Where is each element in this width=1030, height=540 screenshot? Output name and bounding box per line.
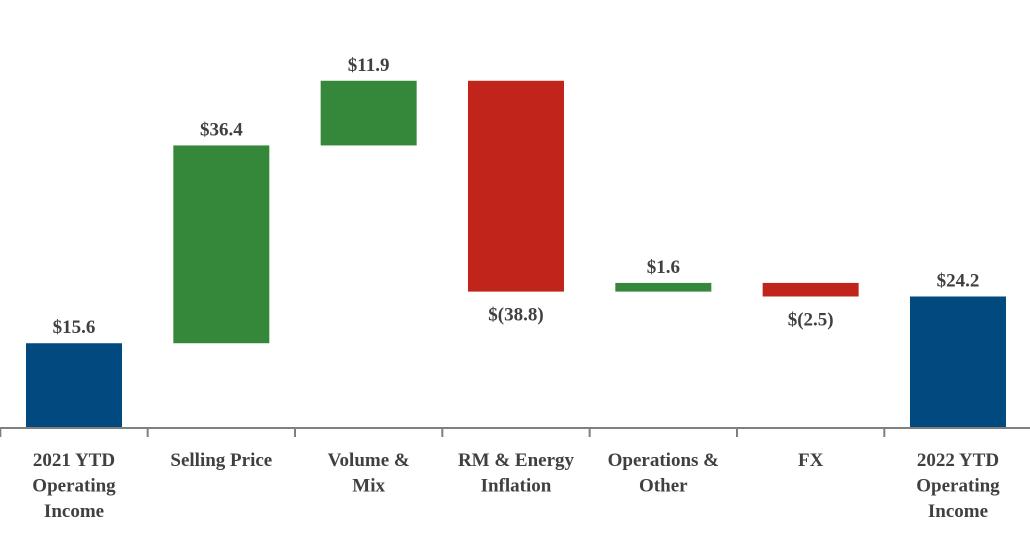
value-label-operations-other: $1.6 — [647, 257, 680, 278]
bar-rm-energy-inflation — [467, 80, 564, 292]
value-labels-group: $15.6 $36.4 $11.9 $(38.8) $1.6 $(2.5) $24.2 — [53, 55, 980, 338]
category-label-fx-line-1: FX — [798, 450, 824, 471]
category-label-rm-energy-inflation-line-1: RM & Energy — [458, 450, 575, 471]
category-label-rm-energy-inflation-line-2: Inflation — [481, 476, 552, 497]
bars-group — [26, 80, 1006, 428]
value-label-rm-energy-inflation: $(38.8) — [488, 305, 543, 326]
bar-selling-price — [173, 145, 270, 344]
category-label-operations-other-line-2: Other — [639, 476, 688, 497]
value-label-2021-ytd-operating-income: $15.6 — [53, 317, 96, 338]
bar-2022-ytd-operating-income — [909, 296, 1006, 428]
value-label-selling-price: $36.4 — [200, 119, 243, 140]
x-axis — [0, 427, 1030, 437]
category-label-2021-ytd-operating-income-line-3: Income — [44, 501, 104, 522]
value-label-fx: $(2.5) — [788, 309, 834, 330]
category-label-2022-ytd-operating-income-line-3: Income — [928, 501, 988, 522]
category-label-selling-price-line-1: Selling Price — [170, 450, 272, 471]
value-label-2022-ytd-operating-income: $24.2 — [937, 270, 980, 291]
bar-operations-other — [615, 282, 712, 292]
category-label-2022-ytd-operating-income-line-2: Operating — [916, 476, 1000, 497]
bar-fx — [762, 282, 859, 297]
category-label-2021-ytd-operating-income-line-1: 2021 YTD — [33, 450, 115, 471]
category-label-volume-mix-line-2: Mix — [352, 476, 385, 497]
value-label-volume-mix: $11.9 — [348, 55, 390, 76]
category-label-operations-other-line-1: Operations & — [608, 450, 719, 471]
bar-2021-ytd-operating-income — [26, 343, 122, 428]
category-labels-group: 2021 YTD Operating Income Selling Price Volu… — [32, 450, 1000, 522]
bar-volume-mix — [320, 80, 417, 146]
category-label-2021-ytd-operating-income-line-2: Operating — [32, 476, 116, 497]
category-label-2022-ytd-operating-income-line-1: 2022 YTD — [917, 450, 999, 471]
category-label-volume-mix-line-1: Volume & — [328, 450, 410, 471]
